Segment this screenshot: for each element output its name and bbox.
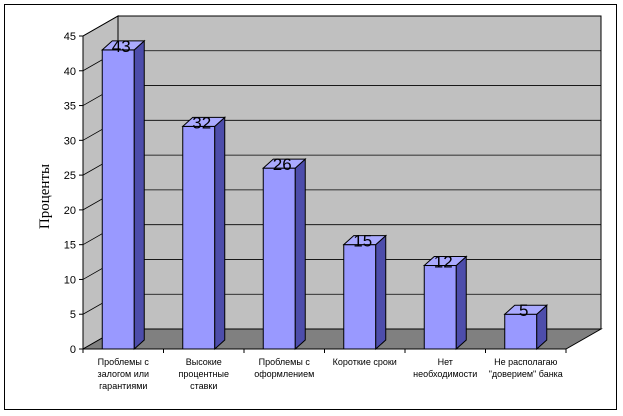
y-tick-label: 45 [64, 31, 76, 43]
x-tick-label: залогом или [97, 369, 149, 379]
bar-side [133, 39, 145, 351]
data-label: 12 [434, 253, 453, 272]
x-tick-label: Высокие [186, 357, 222, 367]
y-axis-label: Проценты [37, 164, 53, 229]
y-tick-label: 10 [64, 274, 76, 286]
data-label: 15 [353, 232, 372, 251]
x-tick-label: необходимости [413, 369, 477, 379]
gridline [82, 15, 601, 37]
bar [423, 265, 457, 350]
bar [101, 49, 135, 350]
bar-top [342, 235, 388, 246]
y-tick-label: 25 [64, 170, 76, 182]
x-tick-label: гарантиями [99, 381, 147, 391]
bar [182, 125, 216, 350]
bar-side [455, 255, 467, 351]
x-tick-label: ставки [190, 381, 217, 391]
bar-top [261, 158, 307, 169]
bar-top [422, 256, 468, 267]
y-tick-label: 35 [64, 101, 76, 113]
x-tick-label: оформлением [254, 369, 314, 379]
x-tick-label: Проблемы с [259, 357, 311, 367]
y-tick-label: 20 [64, 205, 76, 217]
y-tick-label: 40 [64, 66, 76, 78]
bar-side [214, 116, 226, 351]
data-label: 5 [519, 301, 528, 320]
data-label: 32 [192, 113, 211, 132]
y-tick-label: 0 [70, 344, 76, 356]
bar-side [294, 158, 306, 351]
y-tick-label: 30 [64, 135, 76, 147]
bar [262, 167, 296, 350]
x-tick-label: Короткие сроки [333, 357, 397, 367]
x-tick-label: "доверием" банка [489, 369, 563, 379]
data-label: 43 [112, 37, 131, 56]
data-label: 26 [273, 155, 292, 174]
bar-top [503, 304, 549, 315]
bar [504, 313, 538, 350]
bar-top [181, 116, 227, 127]
x-tick-label: Не располагаю [494, 357, 558, 367]
x-tick-label: процентные [179, 369, 229, 379]
x-tick-label: Проблемы с [98, 357, 150, 367]
bar-top [100, 40, 146, 51]
y-tick-label: 15 [64, 240, 76, 252]
bar-side [375, 234, 387, 351]
y-tick-label: 5 [70, 309, 76, 321]
bar [343, 244, 377, 350]
x-tick-label: Нет [438, 357, 453, 367]
